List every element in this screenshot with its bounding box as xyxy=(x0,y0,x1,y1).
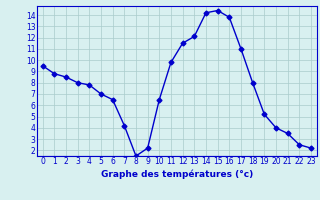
X-axis label: Graphe des températures (°c): Graphe des températures (°c) xyxy=(101,169,253,179)
